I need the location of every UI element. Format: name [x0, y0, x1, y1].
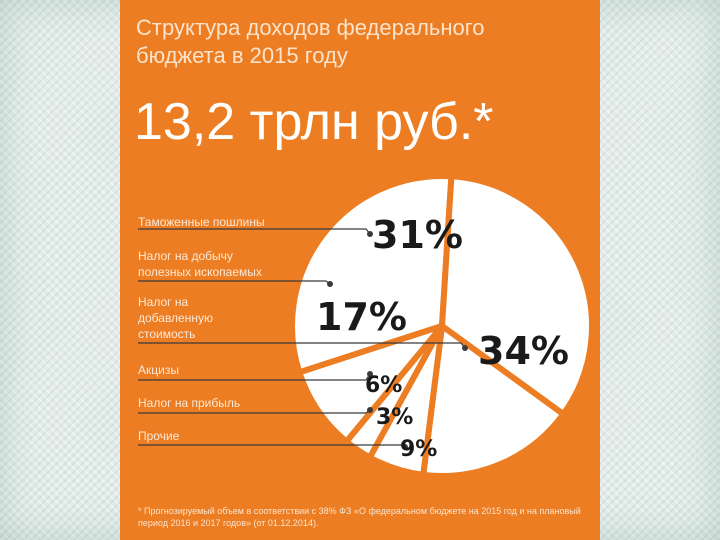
label-vat: Налог на добавленную стоимость	[138, 295, 213, 341]
leader-dot-vat	[462, 345, 468, 351]
pie-slice-customs-duties	[289, 173, 455, 376]
total-amount: 13,2 трлн руб.*	[134, 93, 494, 151]
label-customs-duties: Таможенные пошлины	[138, 215, 265, 229]
label-other: Прочие	[138, 429, 180, 443]
pie-slice-mineral-extraction-tax	[439, 173, 595, 418]
value-label-excises: 6%	[365, 373, 402, 398]
leader-dot-mineral-extraction-tax	[327, 281, 333, 287]
leader-dot-profit-tax	[367, 407, 373, 413]
footnote: * Прогнозируемый объем в соответствии с …	[138, 506, 581, 528]
leader-dot-excises	[367, 371, 373, 377]
label-profit-tax: Налог на прибыль	[138, 396, 241, 410]
value-label-customs-duties: 31%	[372, 213, 463, 257]
chart-title: Структура доходов федерального бюджета в…	[136, 15, 485, 68]
value-label-profit-tax: 3%	[376, 405, 413, 430]
label-excises: Акцизы	[138, 363, 179, 377]
infographic-card: Структура доходов федерального бюджета в…	[120, 0, 600, 540]
value-label-vat: 17%	[316, 295, 407, 339]
leader-dot-customs-duties	[367, 231, 373, 237]
pie-slice-vat	[420, 323, 567, 479]
pie-chart: 31% 34% 17% 6% 3% 9%	[138, 173, 595, 479]
label-mineral-extraction-tax: Налог на добычу полезных ископаемых	[138, 249, 262, 279]
leader-dot-other	[402, 444, 408, 450]
value-label-mineral-extraction-tax: 34%	[478, 329, 569, 373]
value-label-other: 9%	[400, 437, 437, 462]
